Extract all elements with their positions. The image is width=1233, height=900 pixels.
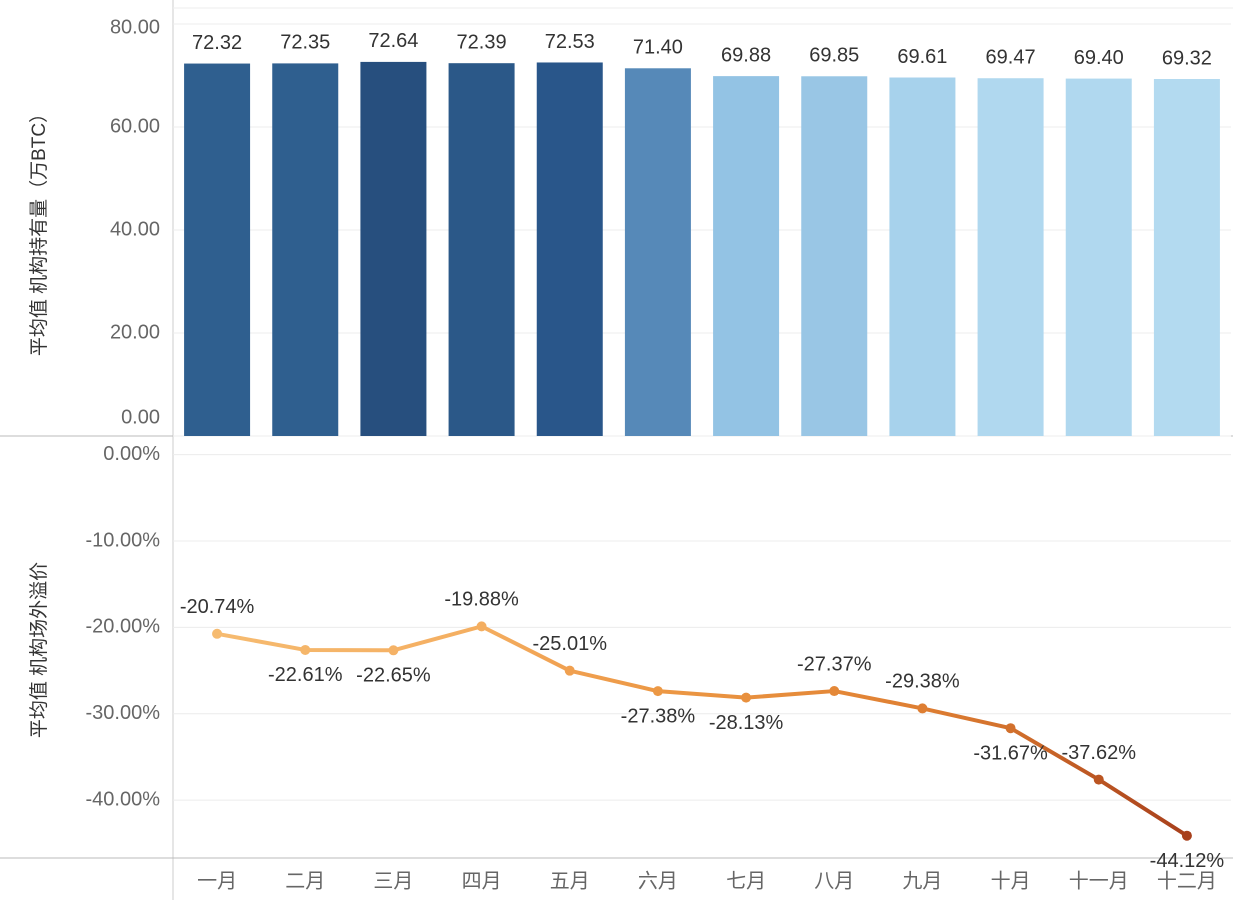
bar [801,76,868,437]
data-label: 72.35 [280,32,330,54]
data-label: 69.61 [897,46,947,68]
x-tick-label: 六月 [638,869,678,892]
data-label: -25.01% [533,633,608,655]
bar [1153,79,1220,436]
bar [360,61,427,437]
data-label: 72.39 [457,31,507,53]
y-tick-label: 40.00 [110,218,160,240]
x-tick-label: 十月 [991,869,1031,892]
data-label: -31.67% [973,742,1048,764]
x-tick-label: 三月 [373,870,413,892]
marks [184,61,1220,838]
point [476,621,487,632]
data-label: 69.47 [986,47,1036,69]
data-label: -22.61% [268,664,343,686]
data-label: 69.40 [1074,47,1124,69]
y-axis-title: 平均值 机构持有量（万BTC） [28,104,50,356]
data-label: 72.32 [192,32,242,54]
y-tick-label: 20.00 [110,321,160,343]
bar [448,63,515,437]
data-label: 71.40 [633,37,683,59]
y-tick-label: -30.00% [86,702,161,724]
x-tick-label: 七月 [726,869,766,892]
y-tick-label: -40.00% [86,788,161,810]
point [1093,774,1104,785]
x-tick-label: 二月 [285,870,325,892]
data-label: -28.13% [709,712,784,734]
data-label: 72.53 [545,31,595,53]
data-label: -37.62% [1062,742,1137,764]
bar [1065,78,1132,436]
data-label: 69.32 [1162,47,1212,69]
grid [173,23,1231,801]
y-tick-label: 0.00 [121,406,160,428]
x-tick-label: 五月 [550,870,590,892]
bar [713,76,780,437]
data-label: -29.38% [885,671,960,693]
data-label: 69.88 [721,44,771,66]
point [1181,830,1192,841]
y-axis-title: 平均值 机构场外溢价 [28,562,50,738]
bar [889,77,956,437]
line [216,624,1188,838]
data-label: -22.65% [356,665,431,687]
bar [624,68,691,436]
point [829,686,840,697]
x-tick-label: 十二月 [1157,869,1217,892]
bar [184,63,251,436]
data-label: -44.12% [1150,850,1225,872]
x-tick-label: 八月 [814,870,854,892]
x-tick-label: 四月 [462,870,502,892]
x-tick-label: 一月 [197,870,237,892]
point [300,644,311,655]
point [741,692,752,703]
point [1005,723,1016,734]
data-label: -20.74% [180,596,255,618]
x-tick-label: 十一月 [1069,869,1129,892]
bar [536,62,603,437]
y-tick-label: -20.00% [86,616,161,638]
y-tick-label: -10.00% [86,529,161,551]
x-tick-label: 九月 [902,869,942,892]
point [388,645,399,656]
data-label: 72.64 [368,30,418,52]
data-label: -27.37% [797,653,872,675]
data-label: -19.88% [444,589,519,611]
point [564,665,575,676]
data-label: 69.85 [809,45,859,67]
bar [272,63,339,437]
y-tick-label: 80.00 [110,16,160,38]
y-tick-label: 60.00 [110,115,160,137]
point [917,703,928,714]
y-tick-label: 0.00% [103,443,160,465]
point [652,686,663,697]
data-label: -27.38% [621,705,696,727]
point [212,628,223,639]
bar [977,78,1044,437]
